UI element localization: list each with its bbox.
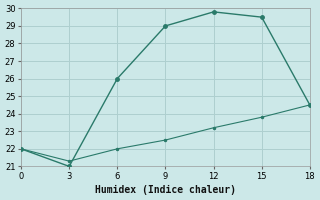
X-axis label: Humidex (Indice chaleur): Humidex (Indice chaleur) — [95, 185, 236, 195]
